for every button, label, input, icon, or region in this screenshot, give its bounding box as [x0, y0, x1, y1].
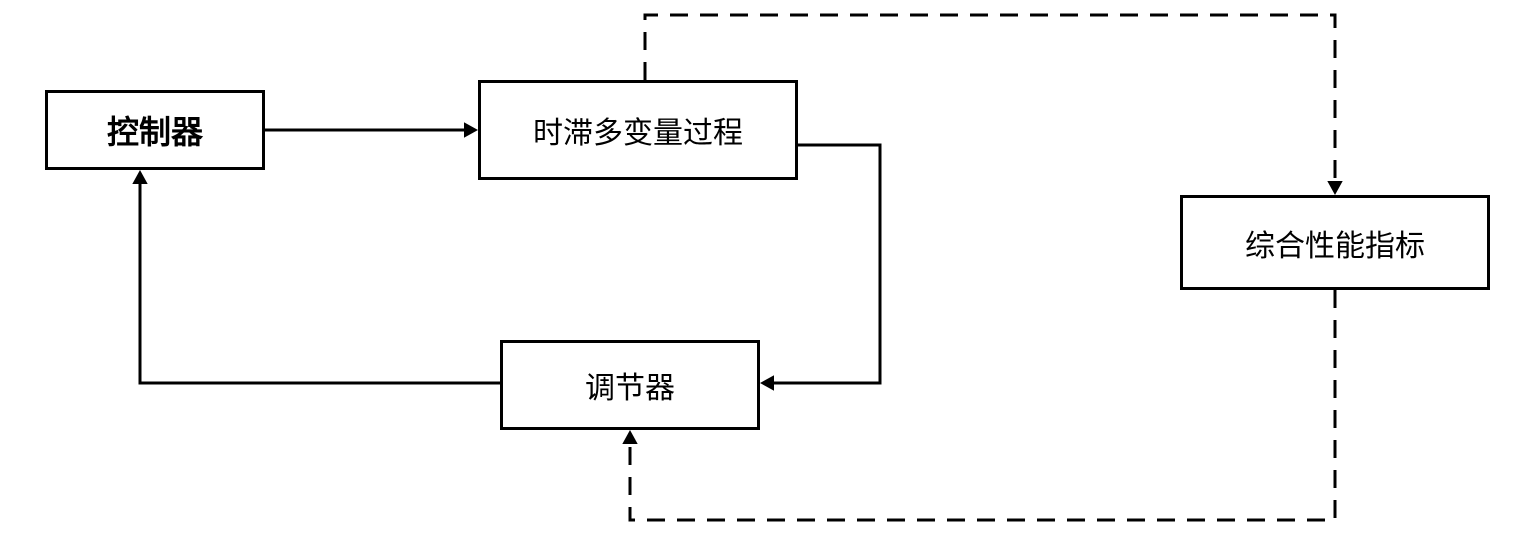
node-controller: 控制器 — [45, 90, 265, 170]
node-performance: 综合性能指标 — [1180, 195, 1490, 290]
node-regulator: 调节器 — [500, 340, 760, 430]
node-controller-label: 控制器 — [107, 107, 203, 153]
node-process-label: 时滞多变量过程 — [533, 108, 743, 152]
node-process: 时滞多变量过程 — [478, 80, 798, 180]
node-regulator-label: 调节器 — [585, 363, 675, 407]
node-performance-label: 综合性能指标 — [1245, 221, 1425, 265]
